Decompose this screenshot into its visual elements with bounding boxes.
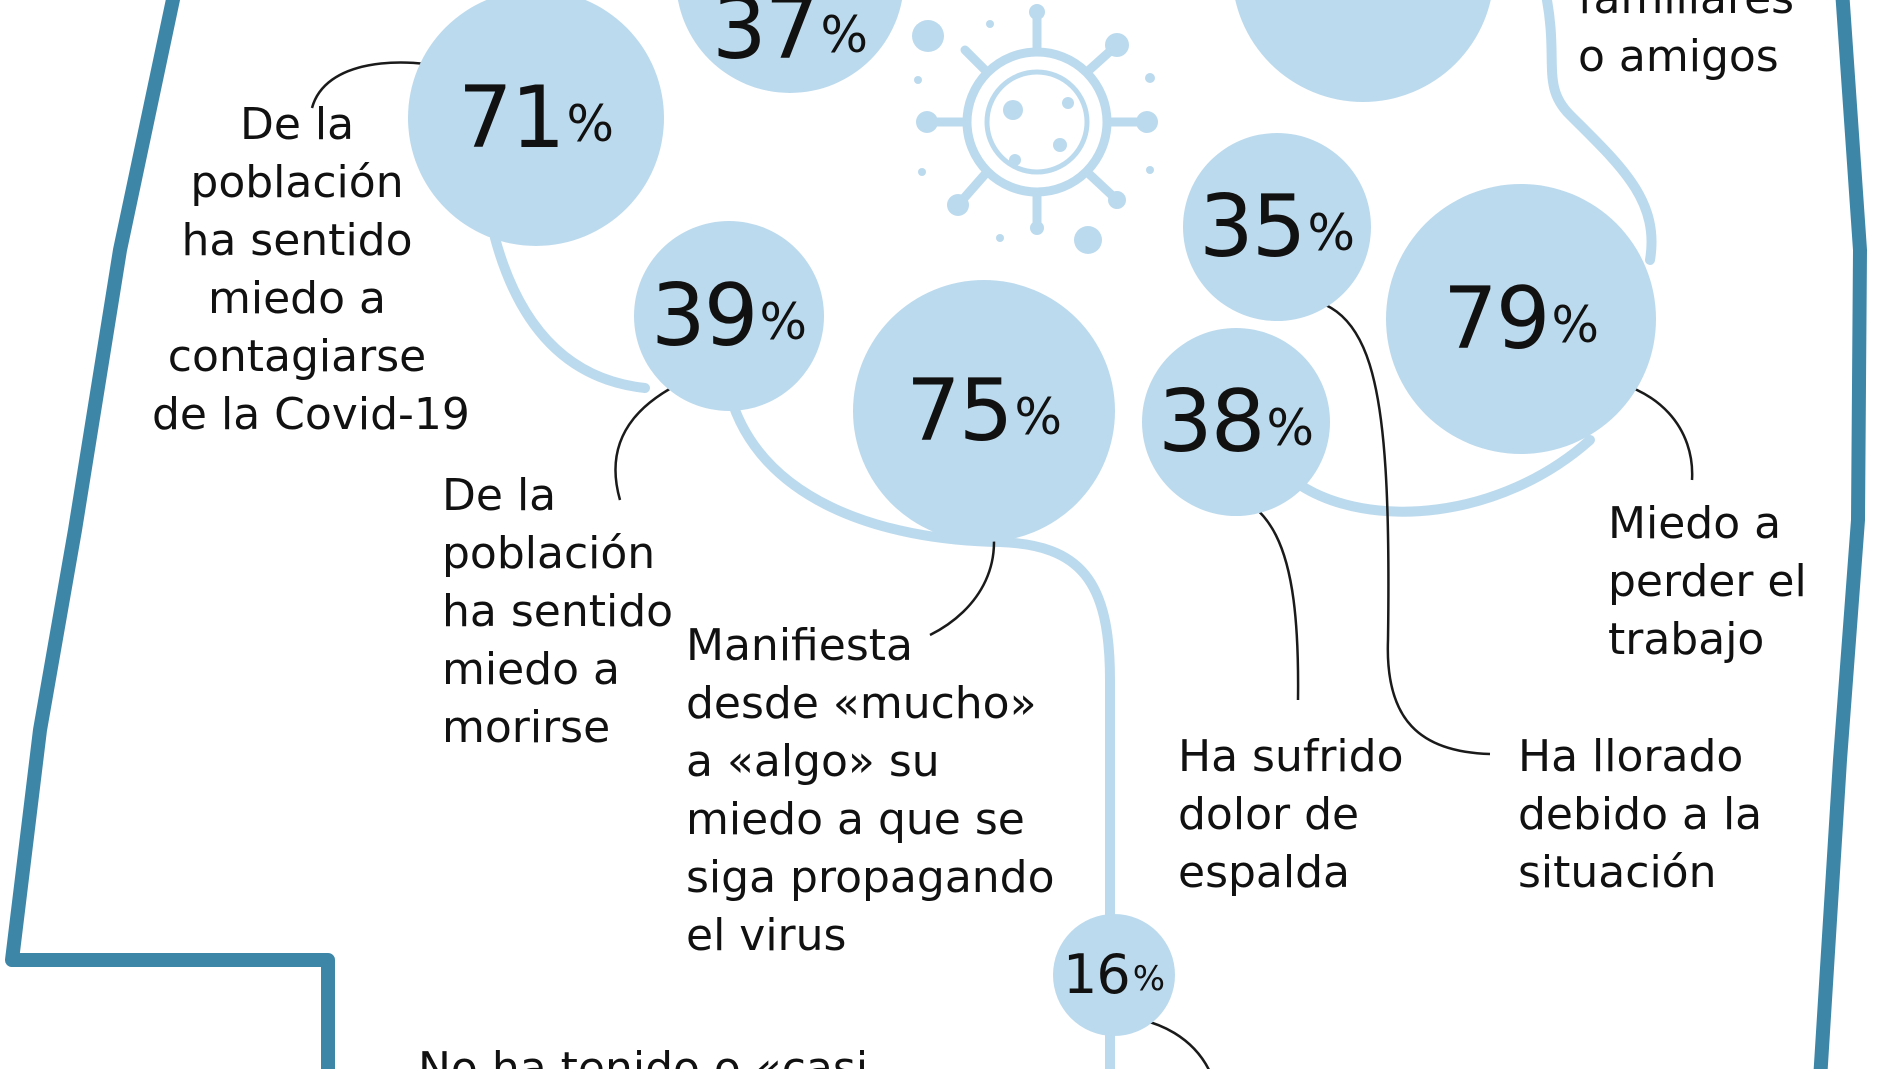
bubble-ninguno: 16 % — [1053, 914, 1175, 1036]
label-line: miedo a — [442, 644, 620, 695]
label-line: espalda — [1178, 847, 1351, 898]
stat-value: 35 — [1199, 177, 1306, 277]
label-morirse: De la población ha sentido miedo a morir… — [442, 467, 673, 757]
connector-71-39 — [490, 233, 650, 393]
label-trabajo: Miedo a perder el trabajo — [1608, 495, 1807, 669]
stat-unit: % — [566, 95, 614, 153]
label-line: miedo a que se — [686, 794, 1025, 845]
connector-38-79 — [1295, 435, 1595, 517]
label-propagacion: Manifiesta desde «mucho» a «algo» su mie… — [686, 617, 1055, 965]
label-line: Ha sufrido — [1178, 731, 1404, 782]
head-outline — [5, 0, 335, 1069]
label-line: De la — [239, 99, 355, 150]
label-line: ha sentido — [181, 215, 413, 266]
label-ninguno: No ha tenido o «casi — [418, 1040, 868, 1069]
leader-38 — [1192, 483, 1300, 701]
bubble-contagio: 71 % — [408, 0, 664, 246]
stat-value: 38 — [1158, 372, 1265, 472]
stat-unit: % — [1551, 296, 1599, 354]
label-line: morirse — [442, 702, 611, 753]
stat-value: 79 — [1443, 269, 1550, 369]
bubble-propagacion: 75 % — [853, 280, 1115, 542]
bubble-llorado: 35 % — [1183, 133, 1371, 321]
label-familiares: familiares o amigos — [1578, 0, 1794, 86]
label-line: de la Covid-19 — [152, 389, 470, 440]
label-contagio: De la población ha sentido miedo a conta… — [152, 96, 470, 444]
label-line: De la — [442, 470, 557, 521]
bubble-espalda: 38 % — [1142, 328, 1330, 516]
label-line: desde «mucho» — [686, 678, 1037, 729]
bubble-morirse: 39 % — [634, 221, 824, 411]
label-line: debido a la — [1518, 789, 1763, 840]
virus-icon-dots — [912, 4, 1158, 254]
head-outline-right — [1813, 0, 1867, 1069]
label-line: dolor de — [1178, 789, 1360, 840]
stat-value: 75 — [906, 361, 1013, 461]
stat-unit: % — [759, 293, 807, 351]
label-line: población — [442, 528, 656, 579]
label-line: miedo a — [208, 273, 386, 324]
stat-unit: % — [820, 6, 868, 64]
leader-35 — [1282, 293, 1491, 756]
label-line: trabajo — [1608, 614, 1765, 665]
connectors — [490, 0, 1657, 1069]
label-line: a «algo» su — [686, 736, 940, 787]
connector-topright — [1541, 0, 1657, 265]
stat-value: 16 — [1062, 943, 1131, 1006]
stat-value: 71 — [458, 68, 565, 168]
label-line: familiares — [1578, 0, 1794, 28]
connector-39-trunk — [725, 390, 1115, 1069]
stat-unit: % — [1132, 959, 1166, 999]
label-line: ha sentido — [442, 586, 674, 637]
stat-value: 37 — [712, 0, 819, 79]
label-line: Miedo a — [1608, 498, 1782, 549]
label-llorado: Ha llorado debido a la situación — [1518, 728, 1762, 902]
label-line: contagiarse — [167, 331, 427, 382]
label-line: siga propagando — [686, 852, 1055, 903]
stat-unit: % — [1014, 388, 1062, 446]
label-line: Manifiesta — [686, 620, 913, 671]
label-line: población — [190, 157, 404, 208]
label-espalda: Ha sufrido dolor de espalda — [1178, 728, 1404, 902]
stat-unit: % — [1266, 399, 1314, 457]
label-line: perder el — [1608, 556, 1807, 607]
label-line: No ha tenido o «casi — [418, 1043, 869, 1069]
label-line: o amigos — [1578, 31, 1779, 82]
bubble-trabajo: 79 % — [1386, 184, 1656, 454]
label-line: Ha llorado — [1518, 731, 1744, 782]
label-line: situación — [1518, 847, 1717, 898]
stat-value: 39 — [651, 266, 758, 366]
stat-unit: % — [1307, 204, 1355, 262]
label-line: el virus — [686, 910, 847, 961]
